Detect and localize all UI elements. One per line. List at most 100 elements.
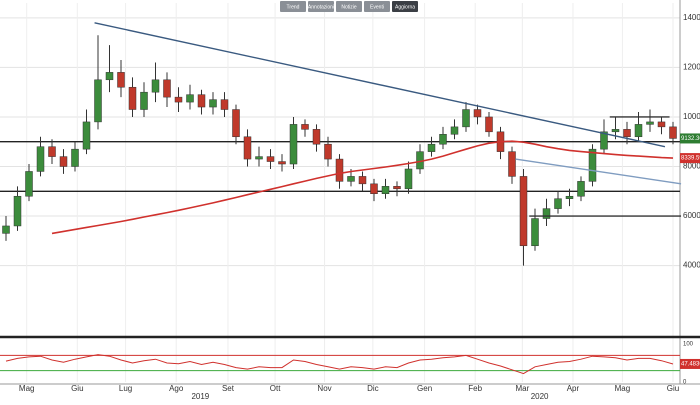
toolbar-label[interactable]: Aggiorna	[395, 4, 415, 10]
candle-body	[485, 116, 493, 133]
price-tag	[680, 133, 700, 144]
trend-line	[515, 158, 682, 185]
x-tick-label: Dic	[367, 384, 379, 393]
candle-body	[450, 126, 459, 135]
candle-body	[462, 109, 470, 128]
y-tick-label: 4000	[683, 261, 700, 270]
candle-body	[94, 79, 102, 123]
year-label: 2019	[191, 392, 209, 400]
toolbar-button[interactable]	[308, 1, 334, 12]
y-tick-label: 12000	[683, 63, 700, 72]
price-label: 9132.36	[681, 136, 700, 142]
candle-body	[278, 161, 286, 165]
candle-body	[163, 79, 171, 98]
candle-body	[197, 94, 206, 108]
candle-body	[243, 136, 252, 160]
candle-body	[669, 126, 677, 139]
candle-body	[600, 131, 608, 150]
rsi-tag	[680, 358, 700, 369]
candle-body	[439, 134, 447, 145]
candle-body	[473, 109, 482, 118]
candle-body	[186, 94, 194, 103]
candle-body	[266, 156, 275, 162]
candle-body	[71, 148, 79, 167]
toolbar-button[interactable]	[364, 1, 390, 12]
y-tick-label: 10000	[683, 112, 700, 121]
candle-body	[59, 156, 68, 167]
candle-body	[25, 171, 33, 197]
rsi-tick-label: 0	[683, 380, 687, 386]
x-tick-label: Nov	[317, 384, 331, 393]
rsi-label: 47.4836	[681, 362, 700, 368]
candle-body	[623, 129, 631, 138]
x-tick-label: Mar	[515, 384, 529, 393]
candle-body	[140, 91, 148, 110]
toolbar-label[interactable]: Trend	[287, 4, 300, 10]
candle-body	[554, 198, 562, 209]
x-tick-label: Mag	[615, 384, 631, 393]
candle-body	[577, 181, 585, 197]
candle-body	[174, 96, 183, 103]
y-tick-label: 14000	[683, 13, 700, 22]
candle-body	[324, 143, 332, 160]
rsi-tick-label: 100	[683, 342, 694, 348]
candle-body	[220, 99, 229, 110]
candle-body	[232, 109, 240, 138]
x-tick-label: Apr	[567, 384, 580, 393]
candle-body	[370, 183, 378, 195]
toolbar-button[interactable]	[392, 1, 418, 12]
candle-body	[657, 121, 666, 128]
candle-body	[2, 225, 10, 234]
candle-body	[312, 129, 321, 145]
candle-body	[151, 79, 160, 93]
x-tick-label: Feb	[468, 384, 482, 393]
toolbar-label[interactable]: Notizie	[341, 4, 357, 10]
rsi-line	[5, 354, 674, 375]
candle-body	[611, 129, 620, 133]
x-tick-label: Gen	[417, 384, 432, 393]
toolbar-button[interactable]	[280, 1, 306, 12]
candle-body	[335, 158, 344, 182]
candle-body	[347, 176, 355, 182]
candle-body	[519, 176, 528, 247]
x-tick-label: Lug	[119, 384, 132, 393]
candle-body	[646, 121, 654, 125]
candle-body	[209, 99, 217, 108]
trend-line	[94, 22, 666, 148]
candle-body	[36, 146, 45, 172]
toolbar-label[interactable]: Eventi	[370, 4, 384, 10]
candle-body	[289, 124, 298, 165]
x-tick-label: Ott	[270, 384, 281, 393]
candle-body	[508, 151, 516, 177]
year-label: 2020	[531, 392, 549, 400]
toolbar-label[interactable]: Annotazioni	[308, 4, 334, 10]
candle-body	[255, 156, 263, 160]
candle-body	[117, 72, 125, 88]
candle-body	[381, 186, 390, 194]
y-tick-label: 6000	[683, 211, 700, 220]
toolbar-button[interactable]	[336, 1, 362, 12]
x-tick-label: Mag	[19, 384, 35, 393]
candle-body	[588, 148, 597, 182]
candle-body	[48, 146, 56, 157]
x-tick-label: Giu	[667, 384, 679, 393]
candle-body	[531, 218, 539, 247]
candle-body	[393, 186, 401, 190]
x-tick-label: Set	[222, 384, 235, 393]
candle-body	[565, 195, 574, 199]
candle-body	[404, 168, 413, 190]
candle-body	[82, 121, 91, 150]
candle-body	[358, 176, 367, 185]
y-tick-label: 8000	[683, 162, 700, 171]
candle-body	[542, 208, 551, 219]
ma-label: 8339.59	[681, 156, 700, 162]
candle-body	[634, 124, 643, 138]
candle-body	[301, 124, 309, 130]
candle-body	[13, 195, 22, 227]
candle-body	[105, 72, 114, 81]
ma-tag	[680, 153, 700, 164]
candle-body	[427, 143, 436, 152]
candle-body	[128, 86, 137, 110]
